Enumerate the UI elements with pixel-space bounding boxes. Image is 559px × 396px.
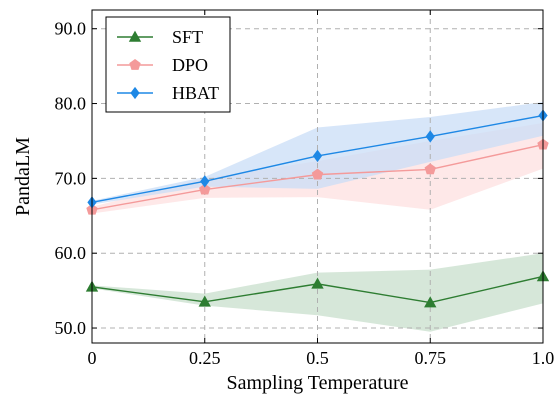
- x-tick-label: 0.5: [306, 348, 329, 368]
- marker-hbat: [200, 175, 210, 188]
- x-tick-label: 0.75: [415, 348, 447, 368]
- y-tick-label: 90.0: [55, 19, 87, 39]
- x-tick-label: 1.0: [532, 348, 555, 368]
- y-tick-label: 60.0: [55, 243, 87, 263]
- legend-marker-sft: [128, 30, 142, 42]
- y-axis-ticks: 50.0 60.0 70.0 80.0 90.0: [55, 19, 543, 338]
- legend-label-dpo: DPO: [172, 55, 208, 75]
- legend: SFT DPO HBAT: [105, 16, 231, 113]
- y-tick-label: 70.0: [55, 168, 87, 188]
- marker-dpo: [311, 168, 324, 180]
- y-axis-label: PandaLM: [12, 137, 34, 216]
- marker-dpo: [199, 183, 211, 195]
- legend-label-hbat: HBAT: [172, 83, 219, 103]
- marker-sft: [311, 277, 324, 289]
- legend-label-sft: SFT: [172, 27, 203, 47]
- marker-hbat: [425, 130, 435, 143]
- x-axis-label: Sampling Temperature: [226, 372, 408, 394]
- marker-hbat: [312, 149, 323, 163]
- x-tick-label: 0.25: [189, 348, 221, 368]
- x-axis-ticks: 0 0.25 0.5 0.75 1.0: [88, 10, 555, 368]
- y-tick-label: 80.0: [55, 94, 87, 114]
- marker-sft: [198, 295, 211, 307]
- x-tick-label: 0: [88, 348, 97, 368]
- y-tick-label: 50.0: [55, 318, 87, 338]
- marker-sft: [424, 296, 437, 308]
- legend-marker-dpo: [129, 59, 141, 70]
- marker-dpo: [424, 163, 436, 175]
- legend-marker-hbat: [130, 86, 140, 100]
